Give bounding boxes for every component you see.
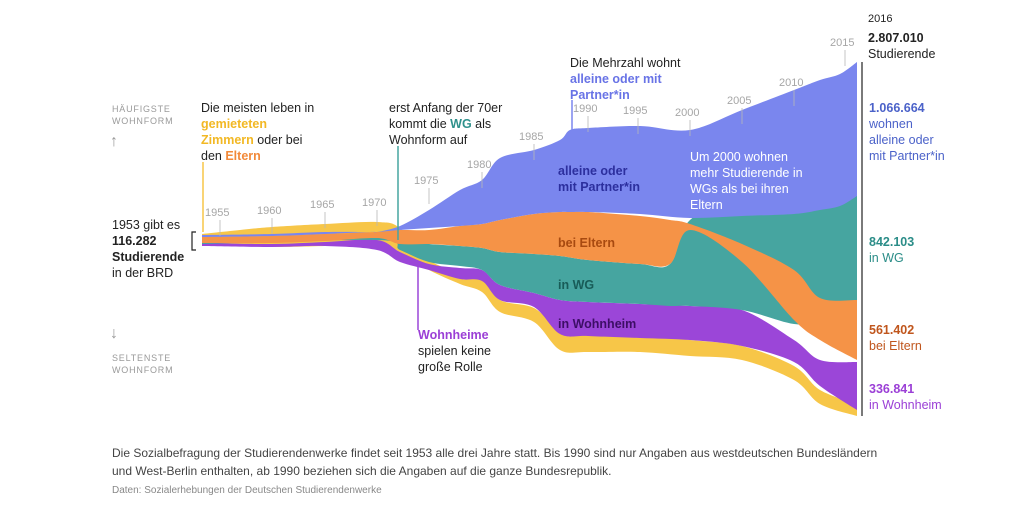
- annotation-1-zimmern: Zimmern: [201, 133, 254, 147]
- stream-eltern: [202, 211, 857, 360]
- year-label-1960: 1960: [257, 205, 281, 217]
- start-label-line4: in der BRD: [112, 266, 174, 280]
- stream-label-eltern: bei Eltern: [558, 236, 615, 250]
- stream-label-alleine-1: alleine oder: [558, 164, 628, 178]
- year-label-1975: 1975: [414, 175, 438, 187]
- year-label-1990: 1990: [573, 103, 597, 115]
- annotation-4-line3: WGs als bei ihren: [690, 182, 789, 196]
- rare-label-top: SELTENSTE: [112, 353, 172, 363]
- arrow-down-icon: ↓: [110, 325, 118, 342]
- frequent-label-top: HÄUFIGSTE: [112, 104, 171, 114]
- annotation-2-als: als: [471, 117, 492, 131]
- stream-gemietete-zimmer: [202, 221, 857, 416]
- start-label-line1: 1953 gibt es: [112, 218, 181, 232]
- year-label-1955: 1955: [205, 207, 229, 219]
- end-year: 2016: [868, 13, 893, 25]
- year-label-1980: 1980: [467, 159, 491, 171]
- year-label-1985: 1985: [519, 131, 543, 143]
- footer-line2: und West-Berlin enthalten, ab 1990 bezie…: [112, 464, 612, 478]
- year-label-1995: 1995: [623, 105, 647, 117]
- annotation-1-line3: Zimmern oder bei: [201, 132, 302, 148]
- annotation-2-line1: erst Anfang der 70er: [389, 101, 503, 115]
- end-total-number: 2.807.010: [868, 31, 924, 45]
- year-label-1965: 1965: [310, 199, 334, 211]
- end-value-alleine: 1.066.664: [869, 101, 925, 115]
- end-label-eltern: bei Eltern: [869, 339, 922, 353]
- year-label-2010: 2010: [779, 77, 803, 89]
- footer-line1: Die Sozialbefragung der Studierendenwerk…: [112, 446, 878, 460]
- annotation-2-line2: kommt die WG als: [389, 116, 491, 132]
- annotation-2-wg: WG: [450, 117, 472, 131]
- stream-alleine-partner: [202, 62, 857, 237]
- end-value-wohnheim: 336.841: [869, 382, 915, 396]
- start-bracket: [191, 231, 196, 251]
- start-label-number: 116.282: [112, 234, 157, 248]
- end-value-eltern: 561.402: [869, 323, 915, 337]
- annotation-1-den: den: [201, 149, 226, 163]
- year-label-1970: 1970: [362, 197, 386, 209]
- annotation-3-line2: alleine oder mit: [570, 72, 662, 86]
- annotation-5-wohnheime: Wohnheime: [418, 328, 489, 342]
- stream-label-alleine-2: mit Partner*in: [558, 180, 640, 194]
- annotation-4-line4: Eltern: [690, 198, 723, 212]
- annotation-1-oder-bei: oder bei: [253, 133, 303, 147]
- annotation-1-eltern: Eltern: [225, 149, 261, 163]
- start-label-line3: Studierende: [112, 250, 185, 264]
- end-label-wohnheim: in Wohnheim: [869, 398, 942, 412]
- frequent-label-bottom: WOHNFORM: [112, 116, 174, 126]
- annotation-5-line2: spielen keine: [418, 344, 491, 358]
- annotation-5-line3: große Rolle: [418, 360, 483, 374]
- end-label-alleine-1: wohnen: [869, 117, 913, 131]
- annotation-3-line1: Die Mehrzahl wohnt: [570, 56, 681, 70]
- annotation-3-line3: Partner*in: [570, 88, 630, 102]
- footer-source: Daten: Sozialerhebungen der Deutschen St…: [112, 485, 382, 496]
- annotation-1-gemieteten: gemieteten: [201, 117, 267, 131]
- annotation-1-line4: den Eltern: [201, 148, 261, 164]
- end-value-wg: 842.103: [869, 235, 915, 249]
- stream-wohnheim: [202, 239, 857, 410]
- year-label-2000: 2000: [675, 107, 699, 119]
- annotation-1-line1: Die meisten leben in: [201, 101, 315, 115]
- rare-label-bottom: WOHNFORM: [112, 365, 174, 375]
- stream-label-wohnheim: in Wohnheim: [558, 317, 637, 331]
- annotation-4-line1: Um 2000 wohnen: [690, 150, 788, 164]
- year-label-2015: 2015: [830, 37, 854, 49]
- stream-label-wg: in WG: [558, 278, 595, 292]
- end-label-alleine-3: mit Partner*in: [869, 149, 945, 163]
- annotation-2-kommt: kommt die: [389, 117, 451, 131]
- end-label-wg: in WG: [869, 251, 904, 265]
- year-label-2005: 2005: [727, 95, 751, 107]
- arrow-up-icon: ↑: [110, 133, 118, 150]
- end-label-alleine-2: alleine oder: [869, 133, 934, 147]
- annotation-4-line2: mehr Studierende in: [690, 166, 803, 180]
- end-total-label: Studierende: [868, 47, 936, 61]
- annotation-2-line3: Wohnform auf: [389, 133, 468, 147]
